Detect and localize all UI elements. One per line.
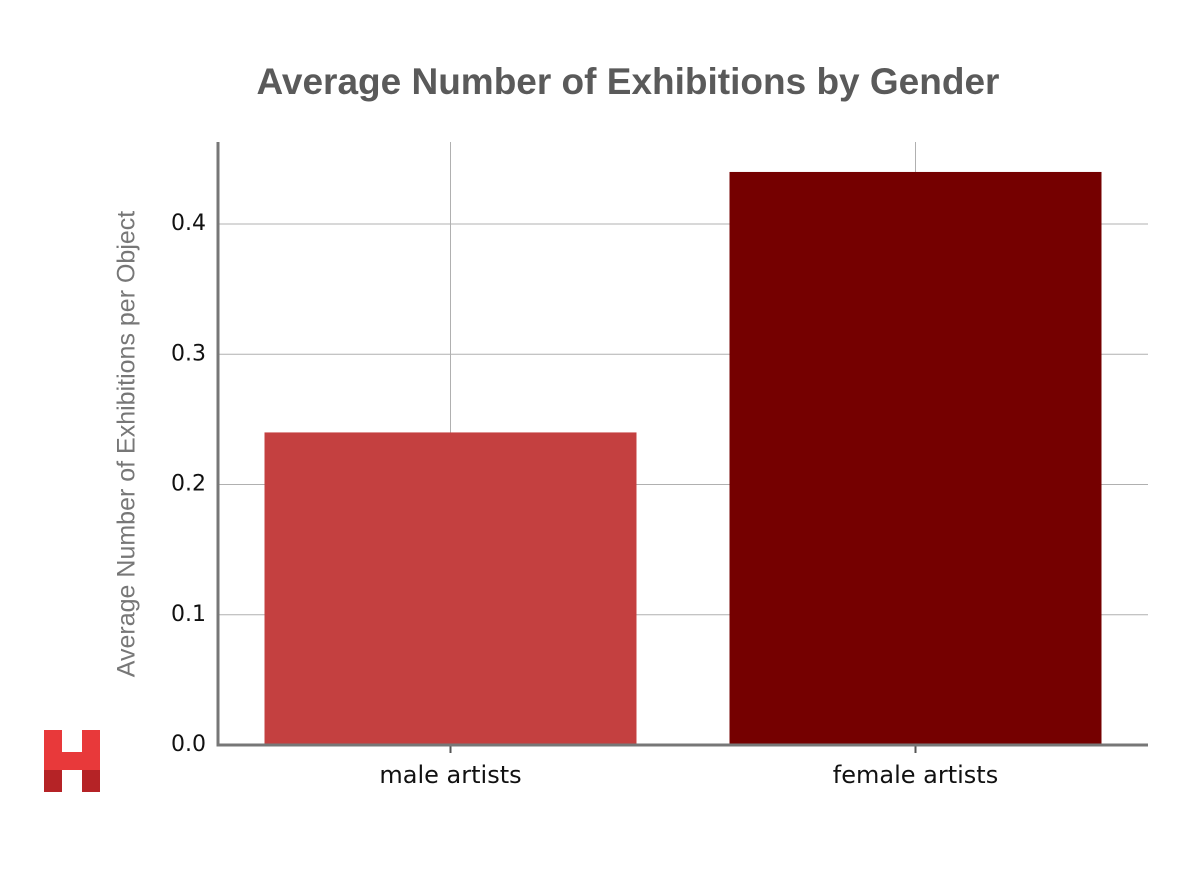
y-axis-label: Average Number of Exhibitions per Object [113, 211, 141, 677]
x-tick-label: male artists [379, 761, 521, 789]
y-tick-label: 0.3 [171, 341, 206, 366]
x-tick-label: female artists [833, 761, 998, 789]
chart-title: Average Number of Exhibitions by Gender [257, 61, 1000, 102]
bar [264, 432, 637, 745]
y-tick-label: 0.0 [171, 732, 206, 757]
y-tick-label: 0.2 [171, 472, 206, 497]
bar [729, 171, 1102, 745]
y-tick-label: 0.1 [171, 602, 206, 627]
y-tick-label: 0.4 [171, 211, 206, 236]
logo [44, 730, 100, 792]
